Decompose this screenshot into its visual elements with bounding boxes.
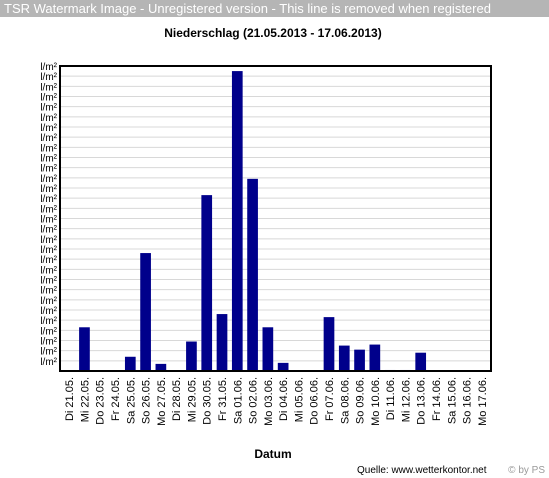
x-axis-labels: Di 21.05. Mi 22.05. Do 23.05. Fr 24.05. Sa 2…: [64, 377, 489, 426]
y-tick-label: l/m²: [40, 174, 57, 185]
x-tick-label: Fr 31.05.: [217, 377, 229, 421]
y-tick-label: l/m²: [40, 286, 57, 297]
x-tick-label: Di 11.06.: [385, 377, 397, 420]
x-tick-label: Sa 08.06.: [339, 377, 351, 424]
x-tick-label: Fr 14.06.: [431, 377, 443, 421]
y-tick-label: l/m²: [40, 326, 57, 337]
bar: [369, 344, 381, 371]
x-tick-label: Sa 15.06.: [446, 377, 458, 424]
x-tick-label: Mi 22.05.: [79, 377, 91, 422]
y-tick-label: l/m²: [40, 357, 57, 368]
x-tick-label: Fr 24.05.: [110, 377, 122, 421]
grid-lines: [60, 75, 491, 362]
x-tick-label: Mo 17.06.: [477, 377, 489, 426]
y-tick-label: l/m²: [40, 123, 57, 134]
y-tick-label: l/m²: [40, 204, 57, 215]
y-tick-label: l/m²: [40, 103, 57, 114]
bar: [79, 327, 90, 371]
x-tick-label: Mi 29.05.: [186, 377, 198, 422]
x-tick-label: Fr 07.06.: [324, 377, 336, 421]
x-tick-label: So 26.05.: [141, 377, 153, 424]
watermark-banner: TSR Watermark Image - Unregistered versi…: [0, 0, 549, 17]
y-tick-label: l/m²: [40, 225, 57, 236]
bar: [124, 356, 136, 371]
bar: [354, 349, 365, 371]
x-tick-label: Do 06.06.: [309, 377, 321, 425]
bar: [231, 71, 243, 371]
x-tick-label: So 16.06.: [462, 377, 474, 424]
bar: [323, 317, 335, 371]
x-tick-label: So 09.06.: [355, 377, 367, 424]
bar: [338, 345, 350, 371]
x-tick-label: Di 28.05.: [171, 377, 183, 421]
x-tick-label: Mo 10.06.: [370, 377, 382, 426]
bar: [140, 253, 151, 371]
y-tick-label: l/m²: [40, 296, 57, 307]
y-tick-label: l/m²: [40, 316, 57, 327]
x-tick-label: Do 23.05.: [95, 377, 107, 425]
source-text: Quelle: www.wetterkontor.net: [357, 465, 487, 476]
x-tick-label: Sa 25.05.: [125, 377, 137, 424]
y-tick-label: l/m²: [40, 215, 57, 226]
x-tick-label: Mo 03.06.: [263, 377, 275, 426]
x-axis-title: Datum: [254, 447, 291, 461]
x-tick-label: Mi 05.06.: [293, 377, 305, 422]
y-tick-label: l/m²: [40, 62, 57, 73]
y-tick-label: l/m²: [40, 347, 57, 358]
y-tick-label: l/m²: [40, 82, 57, 93]
y-tick-label: l/m²: [40, 113, 57, 124]
bar: [186, 341, 197, 371]
x-tick-label: Mo 27.05.: [156, 377, 168, 426]
bars: [79, 71, 427, 371]
y-tick-label: l/m²: [40, 194, 57, 205]
x-tick-label: Mi 12.06.: [400, 377, 412, 422]
y-tick-label: l/m²: [40, 72, 57, 83]
chart-title: Niederschlag (21.05.2013 - 17.06.2013): [164, 26, 381, 40]
y-tick-label: l/m²: [40, 143, 57, 154]
x-tick-label: Do 13.06.: [416, 377, 428, 425]
bar: [262, 327, 274, 371]
x-tick-label: Di 04.06.: [278, 377, 290, 421]
y-tick-label: l/m²: [40, 265, 57, 276]
x-tick-label: So 02.06.: [248, 377, 260, 424]
x-tick-label: Do 30.05.: [202, 377, 214, 425]
bar: [216, 314, 228, 371]
plot-frame: [59, 65, 492, 372]
bar: [201, 195, 213, 371]
x-tick-label: Sa 01.06.: [232, 377, 244, 424]
bar: [155, 363, 167, 371]
y-tick-label: l/m²: [40, 164, 57, 175]
y-tick-label: l/m²: [40, 235, 57, 246]
x-tick-label: Di 21.05.: [64, 377, 76, 421]
y-tick-label: l/m²: [40, 93, 57, 104]
y-tick-label: l/m²: [40, 276, 57, 287]
y-tick-label: l/m²: [40, 337, 57, 348]
bar: [247, 178, 258, 371]
y-tick-label: l/m²: [40, 245, 57, 256]
bar: [277, 362, 289, 371]
y-tick-label: l/m²: [40, 306, 57, 317]
y-axis-labels: l/m²l/m²l/m²l/m²l/m²l/m²l/m²l/m²l/m²l/m²…: [40, 62, 57, 368]
y-tick-label: l/m²: [40, 255, 57, 266]
y-tick-label: l/m²: [40, 133, 57, 144]
y-tick-label: l/m²: [40, 154, 57, 165]
bar: [415, 352, 427, 371]
credit-text: © by PS: [508, 465, 545, 476]
y-tick-label: l/m²: [40, 184, 57, 195]
